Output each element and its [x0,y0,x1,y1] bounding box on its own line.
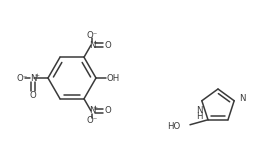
Text: +: + [34,73,40,78]
Text: N: N [197,106,203,115]
Text: O⁻: O⁻ [86,116,98,125]
Text: H: H [197,112,203,121]
Text: +: + [93,40,97,45]
Text: HO: HO [167,122,180,131]
Text: O: O [105,41,111,50]
Text: O⁻: O⁻ [16,74,27,83]
Text: N: N [89,106,95,115]
Text: O: O [30,90,36,99]
Text: O: O [105,106,111,115]
Text: N: N [30,74,36,83]
Text: N: N [89,41,95,50]
Text: +: + [93,105,97,110]
Text: O⁻: O⁻ [86,31,98,40]
Text: N: N [239,94,246,103]
Text: OH: OH [106,74,120,83]
